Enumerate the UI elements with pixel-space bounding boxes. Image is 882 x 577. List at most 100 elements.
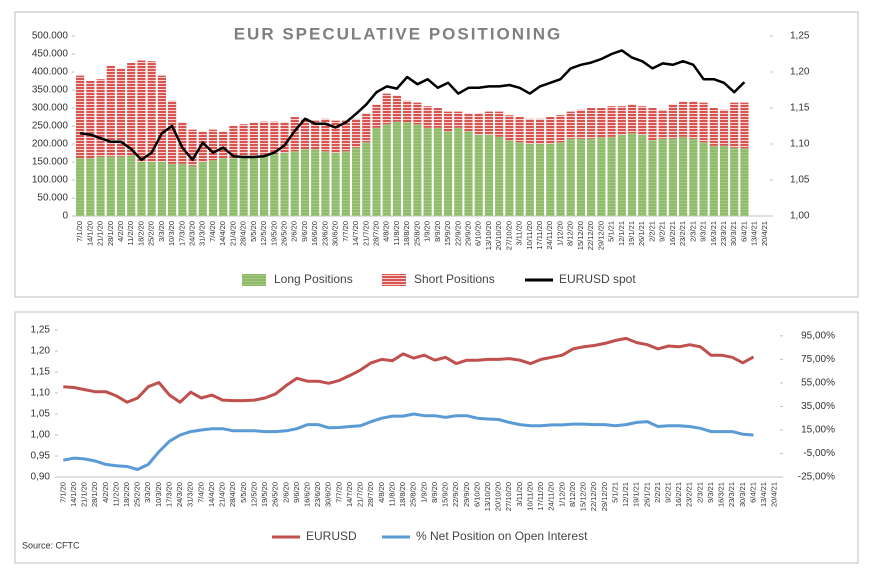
x-tick-label: 1/9/20 xyxy=(419,482,428,503)
bar xyxy=(219,131,228,159)
bar xyxy=(454,127,463,216)
x-tick-label: 19/5/20 xyxy=(269,221,278,246)
x-tick-label: 29/12/20 xyxy=(600,482,609,511)
x-tick-label: 5/5/20 xyxy=(239,482,248,503)
bar xyxy=(86,81,95,159)
x-tick-label: 4/8/20 xyxy=(377,482,386,503)
y-tick-label: 1,15 xyxy=(31,367,51,378)
x-tick-label: 16/6/20 xyxy=(302,482,311,507)
x-tick-label: 16/3/21 xyxy=(709,221,718,246)
bar xyxy=(96,156,105,216)
bar xyxy=(719,109,729,146)
x-tick-label: 22/12/20 xyxy=(586,221,595,250)
bar xyxy=(178,163,187,216)
x-tick-label: 9/6/20 xyxy=(292,482,301,503)
x-tick-label: 12/5/20 xyxy=(249,482,258,507)
bar xyxy=(392,121,402,216)
x-tick-label: 11/2/20 xyxy=(111,482,120,506)
x-tick-label: 21/7/20 xyxy=(361,221,370,246)
bar xyxy=(229,126,238,159)
y-tick-label: 500.000 xyxy=(32,31,69,42)
y-tick-label: 1,25 xyxy=(31,325,51,336)
x-tick-label: 29/9/20 xyxy=(462,482,471,507)
y-tick-label: 50.000 xyxy=(37,193,68,204)
bar xyxy=(239,156,248,216)
y2-tick-label: 1,10 xyxy=(790,139,810,150)
bar xyxy=(597,108,606,138)
y-tick-label: 0 xyxy=(62,211,68,222)
x-tick-label: 15/9/20 xyxy=(443,221,452,246)
bar xyxy=(413,124,422,216)
x-tick-label: 26/1/21 xyxy=(637,221,646,246)
bar xyxy=(464,113,473,132)
x-tick-label: 18/8/20 xyxy=(402,221,411,246)
x-tick-label: 13/10/20 xyxy=(484,221,493,250)
y-tick-label: 350.000 xyxy=(32,85,69,96)
bar xyxy=(709,108,718,146)
bar xyxy=(341,120,350,152)
bar xyxy=(116,68,126,157)
x-tick-label: 10/11/20 xyxy=(525,482,534,511)
line xyxy=(79,49,746,162)
x-tick-label: 15/12/20 xyxy=(576,221,585,250)
x-tick-label: 17/3/20 xyxy=(177,221,186,246)
bar xyxy=(157,75,166,162)
y2-tick-label: 75,00% xyxy=(801,354,835,365)
bar xyxy=(86,158,95,216)
bar xyxy=(208,160,218,216)
x-tick-label: 11/2/20 xyxy=(126,221,135,245)
x-tick-label: 15/9/20 xyxy=(441,482,450,507)
bar xyxy=(208,129,218,161)
bar xyxy=(495,111,504,137)
bar xyxy=(515,117,524,143)
y-tick-label: 450.000 xyxy=(32,49,69,60)
bar xyxy=(525,118,534,144)
x-tick-label: 14/4/20 xyxy=(218,221,227,246)
y-tick-label: 100.000 xyxy=(32,175,69,186)
y-tick-label: 1,00 xyxy=(31,430,51,441)
x-tick-label: 29/12/20 xyxy=(596,221,605,250)
x-tick-label: 21/1/20 xyxy=(80,482,89,507)
bar xyxy=(597,137,606,216)
x-tick-label: 16/2/21 xyxy=(668,221,677,246)
bar xyxy=(147,162,156,216)
y2-tick-label: 1,00 xyxy=(790,211,810,222)
legend-label: % Net Position on Open Interest xyxy=(416,529,588,543)
bar xyxy=(730,147,739,216)
y-tick-label: 0,90 xyxy=(31,472,51,483)
x-tick-label: 10/3/20 xyxy=(167,221,176,246)
y-tick-label: 0,95 xyxy=(31,451,51,462)
x-tick-label: 9/6/20 xyxy=(300,221,309,242)
x-tick-label: 16/2/21 xyxy=(674,482,683,507)
x-tick-label: 18/2/20 xyxy=(136,221,145,246)
x-tick-label: 19/1/21 xyxy=(632,482,641,507)
line xyxy=(63,336,755,404)
bar xyxy=(249,156,258,216)
x-tick-label: 27/10/20 xyxy=(504,221,513,250)
bar xyxy=(259,121,269,155)
bar xyxy=(106,156,115,216)
x-tick-label: 27/10/20 xyxy=(504,482,513,511)
x-tick-label: 8/12/20 xyxy=(568,482,577,507)
bar xyxy=(617,106,626,135)
x-tick-label: 7/1/20 xyxy=(75,221,84,242)
x-tick-label: 6/4/21 xyxy=(739,221,748,242)
x-tick-label: 7/1/20 xyxy=(58,482,67,503)
x-tick-label: 28/4/20 xyxy=(239,221,248,246)
x-tick-label: 7/4/20 xyxy=(196,482,205,503)
x-tick-label: 24/3/20 xyxy=(175,482,184,507)
x-tick-label: 11/8/20 xyxy=(392,221,401,245)
x-tick-label: 13/4/21 xyxy=(759,482,768,507)
bar xyxy=(178,122,187,164)
bar xyxy=(127,63,136,156)
x-tick-label: 3/11/20 xyxy=(515,482,524,506)
x-tick-label: 21/4/20 xyxy=(218,482,227,507)
x-tick-label: 2/6/20 xyxy=(281,482,290,503)
bar xyxy=(198,131,207,162)
bar xyxy=(638,135,647,216)
y-tick-label: 1,20 xyxy=(31,346,51,357)
x-tick-label: 19/5/20 xyxy=(260,482,269,507)
x-tick-label: 18/2/20 xyxy=(122,482,131,507)
bar xyxy=(740,102,749,149)
bar xyxy=(607,136,616,216)
